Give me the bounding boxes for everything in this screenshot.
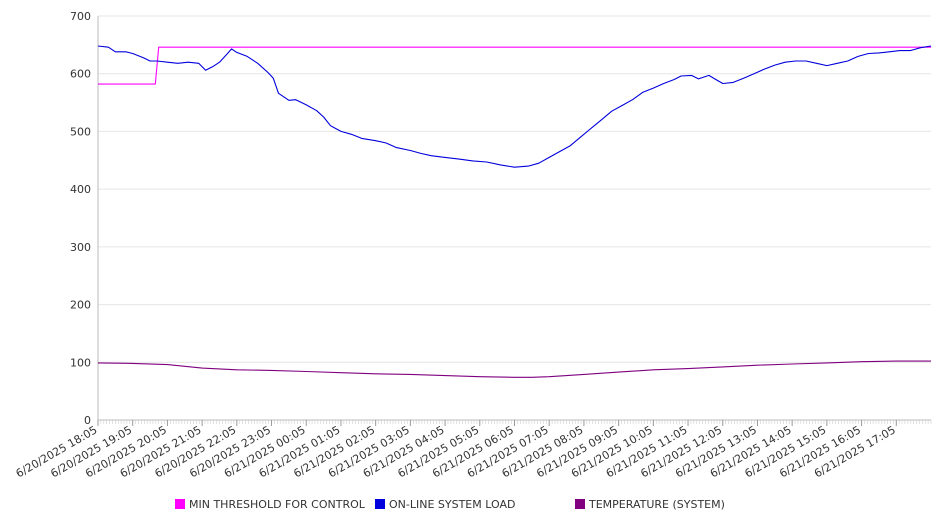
gridlines: [98, 15, 931, 421]
series-line-0: [98, 46, 931, 85]
y-tick-label: 300: [70, 241, 91, 254]
y-tick-label: 400: [70, 183, 91, 196]
y-axis: 0 100 200 300 400 500 600 700: [70, 10, 99, 427]
legend-label-min-threshold: MIN THRESHOLD FOR CONTROL: [189, 498, 365, 511]
series-layer: [97, 45, 932, 378]
legend-item-min-threshold: MIN THRESHOLD FOR CONTROL: [175, 498, 365, 511]
legend-label-temperature: TEMPERATURE (SYSTEM): [589, 498, 725, 511]
x-axis: 6/20/2025 18:056/20/2025 19:056/20/2025 …: [14, 419, 932, 480]
y-tick-label: 500: [70, 125, 91, 138]
legend-item-system-load: ON-LINE SYSTEM LOAD: [375, 498, 515, 511]
y-tick-label: 100: [70, 356, 91, 369]
legend-label-system-load: ON-LINE SYSTEM LOAD: [389, 498, 516, 511]
series-line-2: [97, 360, 931, 378]
y-tick-label: 0: [84, 414, 91, 427]
y-tick-label: 600: [70, 68, 91, 81]
legend-swatch-min-threshold: [175, 499, 185, 509]
legend-swatch-system-load: [375, 499, 385, 509]
series-line-1: [97, 45, 932, 168]
legend-item-temperature: TEMPERATURE (SYSTEM): [575, 498, 725, 511]
y-tick-label: 700: [70, 10, 91, 23]
y-tick-label: 200: [70, 299, 91, 312]
legend-swatch-temperature: [575, 499, 585, 509]
